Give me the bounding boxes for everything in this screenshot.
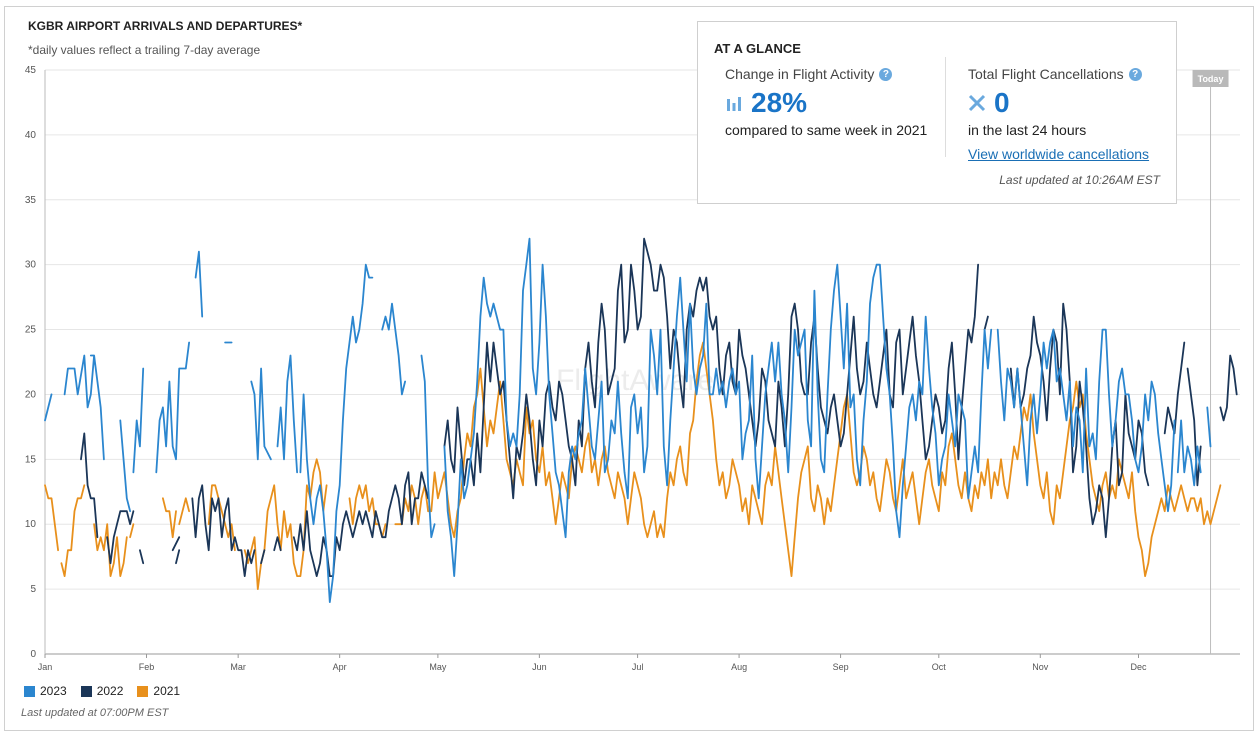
x-tick-label: Aug	[731, 662, 747, 672]
at-a-glance-panel: AT A GLANCE Change in Flight Activity ? …	[697, 21, 1177, 204]
x-tick-label: Nov	[1032, 662, 1049, 672]
today-label: Today	[1198, 74, 1224, 84]
series-line-2021	[44, 341, 1222, 590]
y-tick-label: 15	[25, 454, 37, 465]
flight-activity-block: Change in Flight Activity ? 28% compared…	[725, 66, 927, 138]
legend-label-2022: 2022	[96, 684, 124, 698]
x-tick-label: May	[429, 662, 447, 672]
cancel-note: in the last 24 hours	[968, 122, 1087, 138]
legend-item-2023[interactable]: 2023	[24, 684, 67, 698]
x-tick-label: Dec	[1130, 662, 1147, 672]
series-line-2023	[44, 237, 1212, 603]
series-line-2022	[80, 237, 1238, 577]
help-icon[interactable]: ?	[1128, 67, 1142, 81]
legend: 2023 2022 2021	[24, 684, 180, 698]
x-tick-label: Mar	[230, 662, 246, 672]
cancel-value: 0	[994, 87, 1010, 118]
legend-label-2021: 2021	[153, 684, 181, 698]
help-icon[interactable]: ?	[879, 67, 893, 81]
activity-note: compared to same week in 2021	[725, 122, 928, 138]
cancellations-block: Total Flight Cancellations ? 0 in the la…	[968, 66, 1149, 164]
worldwide-cancellations-link[interactable]: View worldwide cancellations	[968, 146, 1150, 162]
legend-item-2022[interactable]: 2022	[80, 684, 124, 698]
chart-subtitle: *daily values reflect a trailing 7-day a…	[28, 43, 261, 57]
y-tick-label: 30	[25, 260, 37, 271]
chart-panel	[4, 6, 1254, 731]
x-tick-label: Oct	[932, 662, 947, 672]
x-icon	[968, 94, 986, 112]
today-badge	[1192, 70, 1229, 87]
cancel-label: Total Flight Cancellations	[968, 66, 1124, 82]
glance-divider	[945, 57, 946, 157]
legend-swatch-2022	[80, 685, 92, 697]
watermark: FlightAware	[556, 364, 714, 397]
y-tick-label: 5	[30, 584, 36, 595]
x-tick-label: Jun	[532, 662, 547, 672]
legend-swatch-2023	[24, 685, 35, 697]
y-tick-label: 20	[25, 389, 37, 400]
x-tick-label: Jul	[632, 662, 644, 672]
footer-updated: Last updated at 07:00PM EST	[21, 707, 169, 719]
glance-updated: Last updated at 10:26AM EST	[999, 173, 1160, 187]
y-tick-label: 40	[25, 130, 37, 141]
y-tick-label: 45	[25, 65, 37, 76]
x-tick-label: Jan	[38, 662, 53, 672]
glance-title: AT A GLANCE	[714, 41, 801, 56]
x-tick-label: Sep	[833, 662, 849, 672]
activity-value: 28%	[751, 87, 808, 118]
y-tick-label: 25	[25, 325, 37, 336]
legend-swatch-2021	[137, 685, 149, 697]
chart-title: KGBR AIRPORT ARRIVALS AND DEPARTURES*	[28, 19, 303, 33]
legend-item-2021[interactable]: 2021	[137, 684, 180, 698]
bar-chart-icon	[727, 97, 741, 111]
activity-label: Change in Flight Activity	[725, 66, 875, 82]
legend-label-2023: 2023	[40, 684, 67, 698]
y-tick-label: 10	[25, 519, 37, 530]
x-tick-label: Apr	[333, 662, 347, 672]
y-tick-label: 0	[30, 649, 36, 660]
y-tick-label: 35	[25, 195, 37, 206]
x-tick-label: Feb	[139, 662, 155, 672]
